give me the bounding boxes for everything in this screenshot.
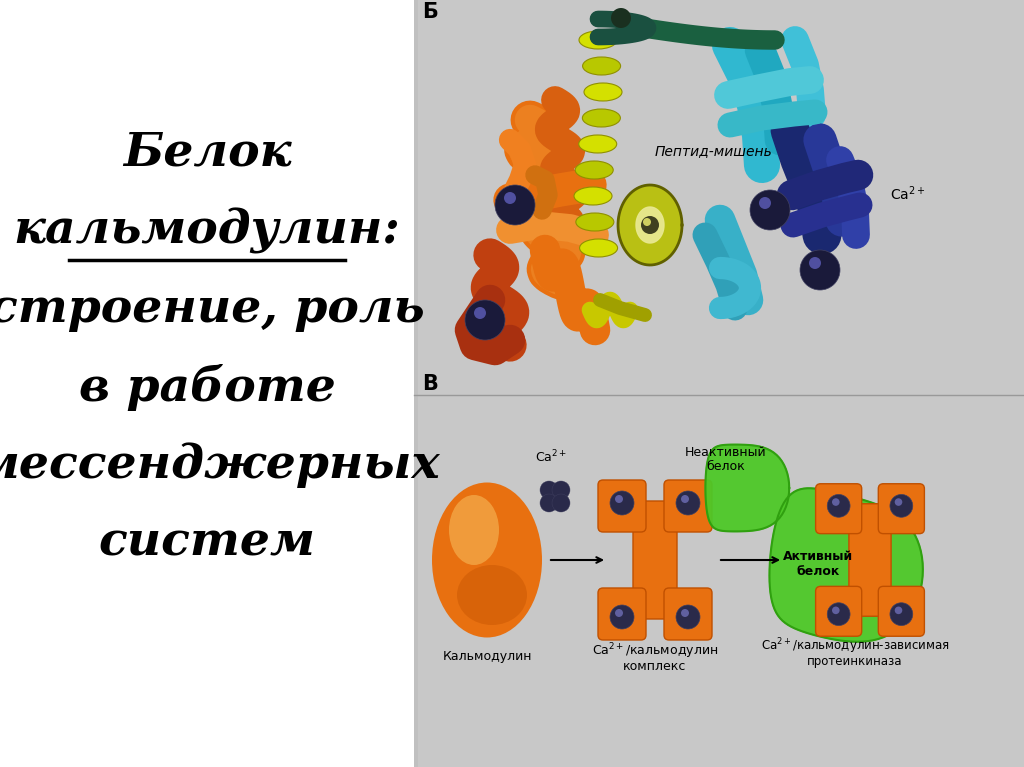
Circle shape bbox=[504, 192, 516, 204]
Ellipse shape bbox=[579, 31, 617, 49]
Circle shape bbox=[831, 607, 840, 614]
Ellipse shape bbox=[432, 482, 542, 637]
Circle shape bbox=[552, 494, 570, 512]
Circle shape bbox=[615, 495, 623, 503]
Ellipse shape bbox=[580, 239, 617, 257]
Circle shape bbox=[890, 495, 912, 517]
Circle shape bbox=[890, 603, 912, 626]
Text: комплекс: комплекс bbox=[624, 660, 687, 673]
Circle shape bbox=[895, 499, 902, 506]
Circle shape bbox=[681, 609, 689, 617]
Text: белок: белок bbox=[797, 565, 840, 578]
FancyBboxPatch shape bbox=[598, 588, 646, 640]
Circle shape bbox=[750, 190, 790, 230]
Ellipse shape bbox=[574, 187, 612, 205]
FancyBboxPatch shape bbox=[664, 480, 712, 532]
Circle shape bbox=[827, 495, 850, 517]
Text: мессенджерных: мессенджерных bbox=[0, 442, 440, 488]
Circle shape bbox=[552, 481, 570, 499]
Bar bbox=[414, 0, 1024, 767]
Text: Кальмодулин: Кальмодулин bbox=[442, 650, 531, 663]
FancyBboxPatch shape bbox=[879, 484, 925, 534]
Text: белок: белок bbox=[707, 460, 745, 473]
Text: в работе: в работе bbox=[79, 364, 336, 411]
Circle shape bbox=[611, 8, 631, 28]
Text: Б: Б bbox=[422, 2, 438, 22]
Text: В: В bbox=[422, 374, 438, 394]
Circle shape bbox=[831, 499, 840, 506]
Circle shape bbox=[800, 250, 840, 290]
Text: Белок: Белок bbox=[123, 130, 291, 176]
FancyBboxPatch shape bbox=[664, 588, 712, 640]
Ellipse shape bbox=[583, 57, 621, 75]
Bar bbox=[0, 0, 414, 767]
Circle shape bbox=[495, 185, 535, 225]
Text: Неактивный: Неактивный bbox=[685, 446, 767, 459]
FancyBboxPatch shape bbox=[633, 501, 677, 619]
Circle shape bbox=[676, 605, 700, 629]
Circle shape bbox=[827, 603, 850, 626]
Text: Ca$^{2+}$/кальмодулин-зависимая: Ca$^{2+}$/кальмодулин-зависимая bbox=[761, 636, 949, 656]
Bar bbox=[414, 0, 418, 767]
Ellipse shape bbox=[457, 565, 527, 625]
Circle shape bbox=[895, 607, 902, 614]
Circle shape bbox=[615, 609, 623, 617]
Circle shape bbox=[610, 605, 634, 629]
FancyBboxPatch shape bbox=[849, 504, 891, 616]
FancyBboxPatch shape bbox=[815, 586, 862, 637]
Circle shape bbox=[809, 257, 821, 269]
Text: протеинкиназа: протеинкиназа bbox=[807, 655, 903, 668]
Ellipse shape bbox=[575, 213, 613, 231]
Ellipse shape bbox=[579, 135, 616, 153]
Text: систем: систем bbox=[98, 520, 315, 566]
Polygon shape bbox=[769, 489, 923, 642]
Circle shape bbox=[474, 307, 486, 319]
Ellipse shape bbox=[449, 495, 499, 565]
Polygon shape bbox=[636, 207, 664, 243]
Circle shape bbox=[465, 300, 505, 340]
Circle shape bbox=[643, 218, 651, 226]
Text: Активный: Активный bbox=[783, 550, 853, 563]
Text: Пептид-мишень: Пептид-мишень bbox=[655, 144, 773, 158]
Circle shape bbox=[610, 491, 634, 515]
Ellipse shape bbox=[584, 83, 622, 101]
Text: Ca$^{2+}$/кальмодулин: Ca$^{2+}$/кальмодулин bbox=[592, 641, 718, 660]
Text: строение, роль: строение, роль bbox=[0, 286, 425, 332]
Circle shape bbox=[540, 481, 558, 499]
Text: Ca$^{2+}$: Ca$^{2+}$ bbox=[890, 184, 926, 203]
Circle shape bbox=[676, 491, 700, 515]
Ellipse shape bbox=[575, 161, 613, 179]
Ellipse shape bbox=[583, 109, 621, 127]
FancyBboxPatch shape bbox=[879, 586, 925, 637]
Text: кальмодулин:: кальмодулин: bbox=[13, 208, 400, 254]
Circle shape bbox=[759, 197, 771, 209]
Polygon shape bbox=[618, 185, 682, 265]
FancyBboxPatch shape bbox=[598, 480, 646, 532]
Polygon shape bbox=[706, 445, 790, 532]
FancyBboxPatch shape bbox=[815, 484, 862, 534]
Text: Ca$^{2+}$: Ca$^{2+}$ bbox=[535, 449, 567, 465]
Circle shape bbox=[641, 216, 659, 234]
Circle shape bbox=[681, 495, 689, 503]
Circle shape bbox=[540, 494, 558, 512]
